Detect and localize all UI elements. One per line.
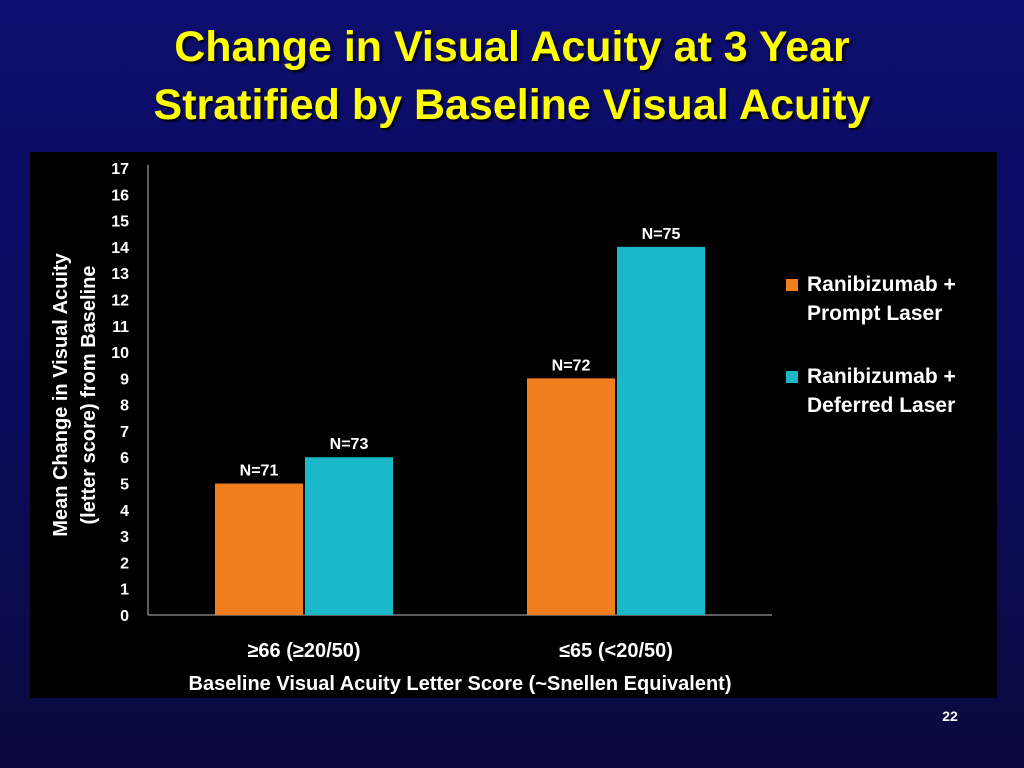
chart-panel: 0 1 2 3 4 5 6 7 8 9 10 11 12 13 14 15 16 17 Mean Change in… (30, 152, 997, 698)
y-tick-label: 12 (111, 292, 129, 309)
bar-2-2 (617, 246, 705, 615)
legend-label: Prompt Laser (807, 302, 942, 325)
title-line-2: Stratified by Baseline Visual Acuity (153, 81, 871, 129)
bar-data-label: N=71 (240, 463, 279, 480)
bar-1-1 (215, 483, 303, 615)
y-tick-label: 17 (111, 161, 129, 178)
title-line-1: Change in Visual Acuity at 3 Year (174, 23, 850, 71)
y-tick-label: 11 (112, 319, 129, 336)
y-tick-label: 0 (120, 608, 129, 625)
slide-number: 22 (942, 708, 958, 724)
x-tick-label: ≤65 (<20/50) (559, 640, 673, 662)
y-tick-label: 5 (120, 477, 129, 494)
y-axis-title-line-1: Mean Change in Visual Acuity (50, 252, 72, 536)
legend-label: Ranibizumab + (807, 273, 956, 296)
y-tick-label: 8 (120, 398, 129, 415)
y-tick-label: 14 (111, 240, 129, 257)
y-tick-label: 2 (120, 555, 129, 572)
slide-title: Change in Visual Acuity at 3 Year Strati… (0, 18, 1024, 134)
bar-2-1 (305, 457, 393, 615)
y-tick-label: 7 (120, 424, 129, 441)
legend-label: Ranibizumab + (807, 365, 956, 388)
x-axis-title: Baseline Visual Acuity Letter Score (~Sn… (189, 673, 732, 695)
y-tick-label: 6 (120, 450, 129, 467)
y-axis-title-line-2: (letter score) from Baseline (78, 266, 100, 525)
y-tick-label: 4 (120, 503, 129, 520)
y-tick-label: 13 (111, 266, 129, 283)
y-tick-label: 16 (111, 187, 129, 204)
y-tick-label: 3 (120, 529, 129, 546)
legend-label: Deferred Laser (807, 394, 955, 417)
legend-swatch-1 (786, 279, 798, 291)
bar-data-label: N=73 (330, 436, 369, 453)
bar-data-label: N=72 (552, 357, 591, 374)
y-tick-label: 1 (120, 582, 129, 599)
y-tick-label: 10 (111, 345, 129, 362)
x-tick-label: ≥66 (≥20/50) (247, 640, 360, 662)
legend-swatch-2 (786, 371, 798, 383)
bar-data-label: N=75 (642, 226, 681, 243)
bar-1-2 (527, 378, 615, 615)
y-tick-label: 15 (111, 214, 129, 231)
y-tick-label: 9 (120, 371, 129, 388)
